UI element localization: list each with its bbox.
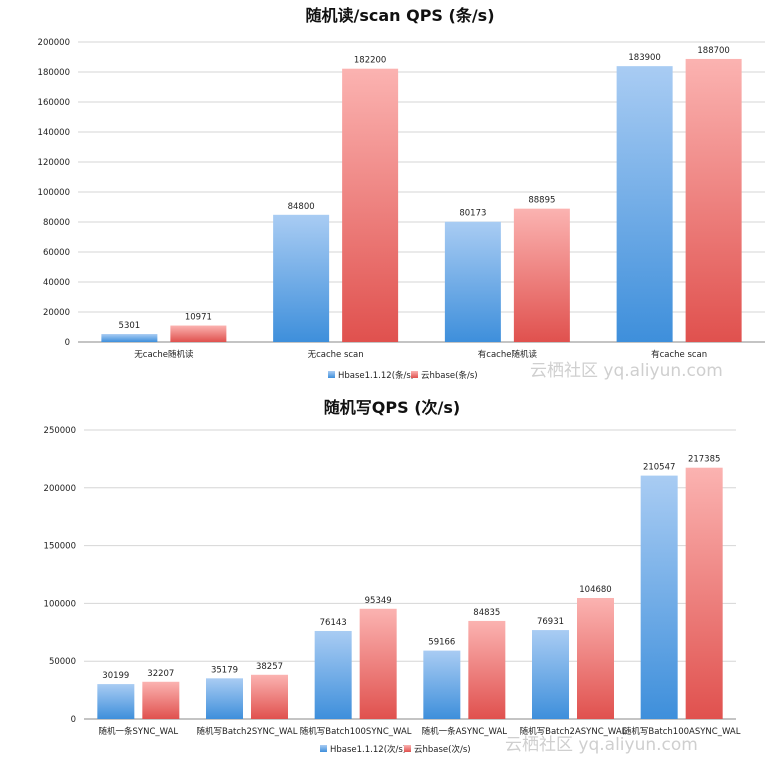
data-label: 59166 <box>428 638 455 648</box>
data-label: 182200 <box>354 56 386 66</box>
category-label: 无cache scan <box>308 350 364 360</box>
y-tick-label: 120000 <box>38 158 70 168</box>
watermark-text: 云栖社区 yq.aliyun.com <box>505 735 698 755</box>
chart-write-qps: 随机写QPS (次/s) 30199 32207 35179 38257 76143 95… <box>44 398 741 755</box>
y-tick-label: 200000 <box>44 484 76 494</box>
bar-cloud-hbase <box>251 674 288 719</box>
bar-cloud-hbase <box>468 620 506 719</box>
bar-cloud-hbase <box>359 608 397 719</box>
data-label: 80173 <box>459 209 486 219</box>
data-label: 84835 <box>473 608 500 618</box>
y-tick-label: 140000 <box>38 128 70 138</box>
legend-label-hbase: Hbase1.1.12(次/s) <box>330 744 406 755</box>
category-label: 随机一条SYNC_WAL <box>99 726 179 737</box>
chart-read-scan-qps: 随机读/scan QPS (条/s) 5301 10971 84800 182200 8… <box>38 6 765 381</box>
category-label: 随机写Batch100SYNC_WAL <box>300 726 412 737</box>
data-label: 5301 <box>119 321 141 331</box>
category-label: 无cache随机读 <box>134 349 194 360</box>
y-tick-label: 160000 <box>38 98 70 108</box>
chart1-legend: Hbase1.1.12(条/s) 云hbase(条/s) <box>328 370 478 381</box>
data-label: 88895 <box>528 196 555 206</box>
category-label: 随机写Batch100ASYNC_WAL <box>623 726 741 737</box>
y-tick-label: 40000 <box>43 278 70 288</box>
category-label: 有cache随机读 <box>478 349 538 360</box>
data-label: 76931 <box>537 617 564 627</box>
legend-label-cloud-hbase: 云hbase(条/s) <box>421 370 478 381</box>
data-label: 32207 <box>147 669 174 679</box>
y-tick-label: 100000 <box>44 599 76 609</box>
y-tick-label: 200000 <box>38 38 70 48</box>
bar-cloud-hbase <box>142 681 180 719</box>
bar-hbase <box>101 334 158 342</box>
y-tick-label: 50000 <box>49 657 76 667</box>
data-label: 35179 <box>211 665 238 675</box>
bar-hbase <box>423 650 461 719</box>
bar-cloud-hbase <box>513 208 570 342</box>
y-tick-label: 20000 <box>43 308 70 318</box>
legend-swatch-hbase <box>320 745 327 752</box>
y-tick-label: 0 <box>71 715 76 725</box>
data-label: 30199 <box>102 671 129 681</box>
legend-swatch-cloud-hbase <box>411 371 418 378</box>
bar-hbase <box>273 214 330 342</box>
bar-hbase <box>206 678 243 719</box>
y-tick-label: 80000 <box>43 218 70 228</box>
y-tick-label: 180000 <box>38 68 70 78</box>
data-label: 95349 <box>365 596 392 606</box>
bar-cloud-hbase <box>170 325 227 342</box>
bar-hbase <box>616 66 673 343</box>
data-label: 210547 <box>643 463 675 473</box>
data-label: 38257 <box>256 662 283 672</box>
y-tick-label: 100000 <box>38 188 70 198</box>
y-tick-label: 150000 <box>44 542 76 552</box>
legend-swatch-hbase <box>328 371 335 378</box>
bar-cloud-hbase <box>685 467 723 719</box>
legend-label-hbase: Hbase1.1.12(条/s) <box>338 370 414 381</box>
bar-hbase <box>532 630 569 719</box>
watermark-text: 云栖社区 yq.aliyun.com <box>530 361 723 381</box>
y-tick-label: 60000 <box>43 248 70 258</box>
chart2-title: 随机写QPS (次/s) <box>324 398 460 417</box>
legend-label-cloud-hbase: 云hbase(次/s) <box>414 744 471 755</box>
bar-hbase <box>314 630 352 719</box>
category-label: 随机写Batch2SYNC_WAL <box>197 726 298 737</box>
data-label: 217385 <box>688 455 720 465</box>
data-label: 183900 <box>628 53 660 63</box>
category-label: 随机一条ASYNC_WAL <box>422 726 508 737</box>
category-label: 有cache scan <box>651 349 707 360</box>
bar-cloud-hbase <box>577 597 614 719</box>
data-label: 188700 <box>697 46 729 56</box>
data-label: 10971 <box>185 313 212 323</box>
bar-hbase <box>97 684 135 719</box>
data-label: 104680 <box>579 585 611 595</box>
bar-hbase <box>640 475 678 719</box>
chart2-legend: Hbase1.1.12(次/s) 云hbase(次/s) <box>320 744 471 755</box>
bar-cloud-hbase <box>342 68 399 342</box>
data-label: 84800 <box>288 202 315 212</box>
y-tick-label: 0 <box>65 338 70 348</box>
category-label: 随机写Batch2ASYNC_WAL <box>520 726 627 737</box>
bar-cloud-hbase <box>685 58 742 342</box>
legend-swatch-cloud-hbase <box>404 745 411 752</box>
y-tick-label: 250000 <box>44 426 76 436</box>
chart1-title: 随机读/scan QPS (条/s) <box>305 6 494 25</box>
data-label: 76143 <box>320 618 347 628</box>
bar-hbase <box>444 221 501 342</box>
